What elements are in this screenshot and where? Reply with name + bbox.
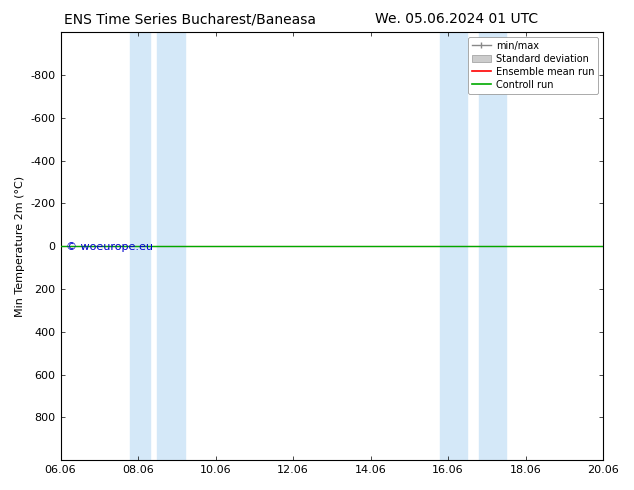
Text: We. 05.06.2024 01 UTC: We. 05.06.2024 01 UTC [375,12,538,26]
Text: ENS Time Series Bucharest/Baneasa: ENS Time Series Bucharest/Baneasa [64,12,316,26]
Bar [441,32,467,460]
Y-axis label: Min Temperature 2m (°C): Min Temperature 2m (°C) [15,175,25,317]
Bar [479,32,506,460]
Text: © woeurope.eu: © woeurope.eu [66,242,153,252]
Bar [157,32,184,460]
Bar [131,32,150,460]
Legend: min/max, Standard deviation, Ensemble mean run, Controll run: min/max, Standard deviation, Ensemble me… [468,37,598,94]
